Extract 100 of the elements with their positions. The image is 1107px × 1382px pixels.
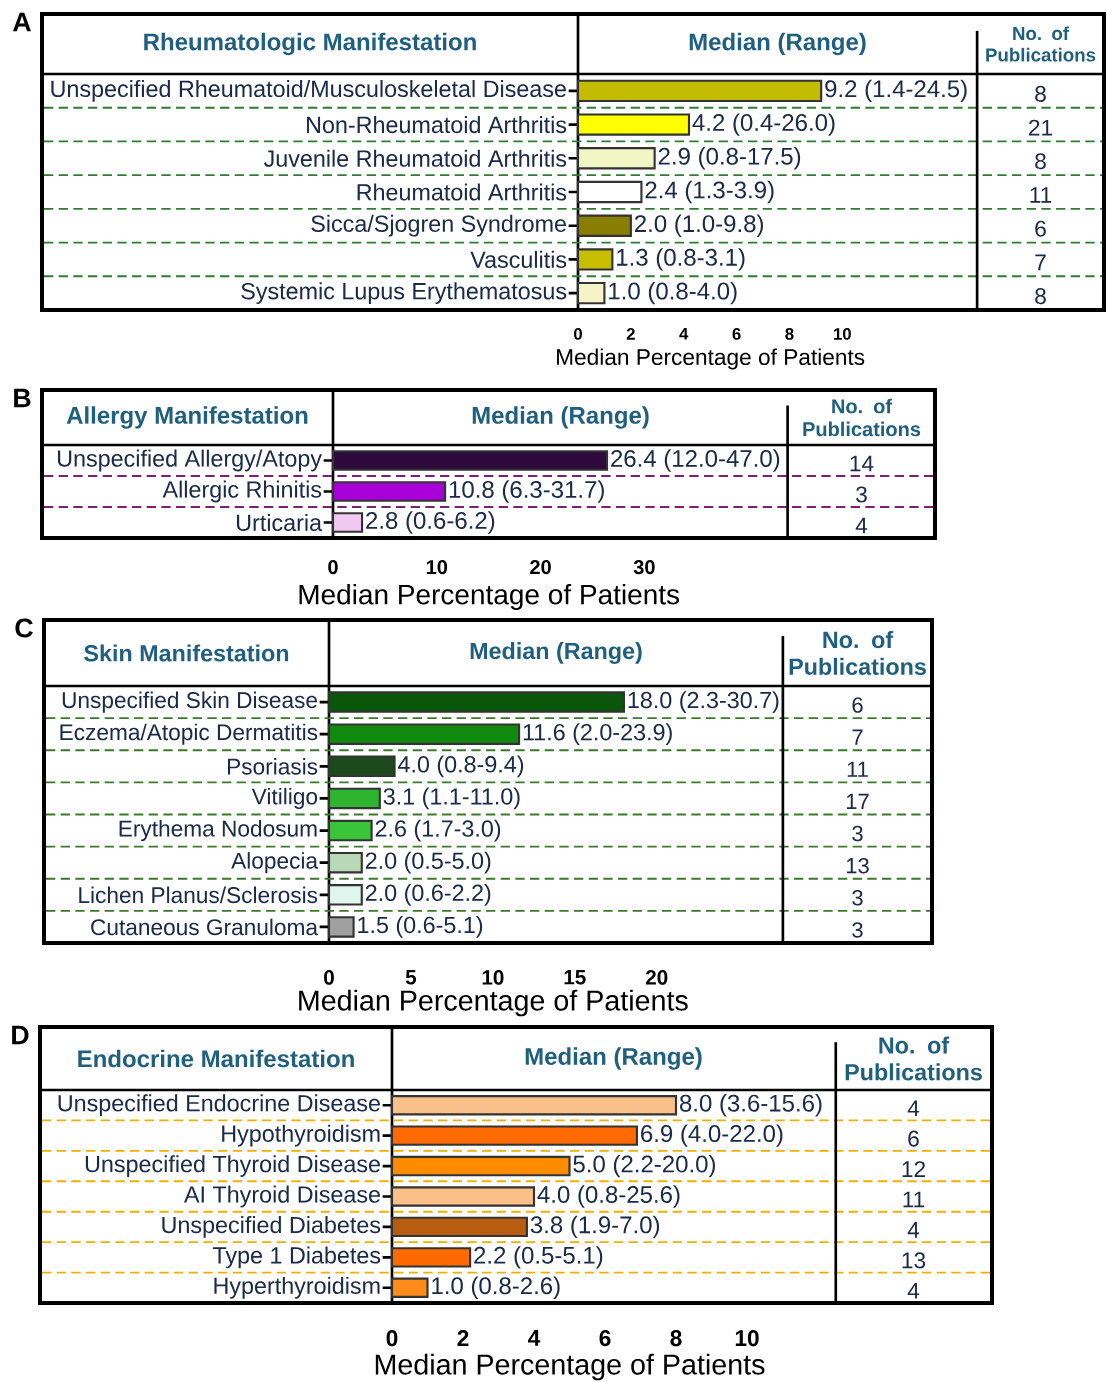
annotation: 11 <box>847 761 868 777</box>
chart-title: Median (Range) <box>472 406 649 429</box>
y-axis-title: Endocrine Manifestation <box>78 1049 354 1068</box>
data-label: 5.0 (2.2-20.0) <box>573 1154 715 1178</box>
bar <box>390 1095 678 1116</box>
data-label: 9.2 (1.4-24.5) <box>825 79 967 103</box>
annotation: 4 <box>907 1100 920 1116</box>
data-label: 2.8 (0.6-6.2) <box>366 511 495 534</box>
x-tick-label: 10 <box>834 328 851 340</box>
data-label: 8.0 (3.6-15.6) <box>679 1094 822 1117</box>
bar <box>327 851 363 874</box>
bar <box>331 481 447 502</box>
y-tick-label: Unspecified Rheumatoid/Musculoskeletal Disease <box>51 79 566 102</box>
y-tick-label: Cutaneous Granuloma <box>91 918 319 936</box>
annotation: 6 <box>1035 220 1046 237</box>
bar <box>390 1186 536 1207</box>
x-tick-label: 0 <box>328 560 338 575</box>
data-label: 2.4 (1.3-3.9) <box>645 180 774 204</box>
x-tick-label: 10 <box>735 1330 759 1347</box>
annotation: 7 <box>852 729 863 745</box>
chart-title: Median (Range) <box>689 32 866 56</box>
annotation: 8 <box>1035 288 1046 305</box>
bar <box>327 819 373 842</box>
y-tick-label: Hyperthyroidism <box>214 1276 380 1299</box>
x-tick-label: 5 <box>405 970 417 985</box>
bar <box>390 1216 528 1238</box>
x-tick-label: 30 <box>633 560 655 575</box>
x-tick-label: 2 <box>457 1330 469 1346</box>
x-tick-label: 4 <box>679 328 689 340</box>
bar <box>331 450 609 471</box>
bar <box>327 916 355 938</box>
bar <box>576 79 823 103</box>
y-axis-title: Skin Manifestation <box>84 644 289 662</box>
text: No. of Publications <box>789 631 926 675</box>
bar <box>390 1247 472 1268</box>
annotation: 3 <box>856 486 867 503</box>
bar <box>576 281 606 305</box>
y-tick-label: Type 1 Diabetes <box>212 1246 381 1269</box>
y-tick-label: Non-Rheumatoid Arthritis <box>307 115 567 134</box>
y-tick-label: Vasculitis <box>470 250 567 268</box>
annotation: 4 <box>907 1282 920 1299</box>
data-label: 4.0 (0.8-9.4) <box>398 755 524 778</box>
annotation: 11 <box>1030 187 1052 203</box>
x-tick-label: 20 <box>645 970 668 985</box>
y-tick-label: Psoriasis <box>227 758 318 775</box>
data-label: 4.2 (0.4-26.0) <box>692 113 835 136</box>
data-label: 10.8 (6.3-31.7) <box>449 480 604 503</box>
y-tick-label: Unspecified Allergy/Atopy <box>57 449 322 472</box>
y-tick-label: Allergic Rhinitis <box>162 480 322 503</box>
annotation: 8 <box>1035 85 1046 102</box>
x-tick-label: 2 <box>626 328 635 340</box>
chart-title: Median (Range) <box>525 1047 702 1070</box>
annotation: 6 <box>852 697 863 713</box>
x-axis-title: Median Percentage of Patients <box>557 348 865 370</box>
data-label: 2.0 (0.5-5.0) <box>365 851 491 874</box>
annotation: 7 <box>1035 254 1046 271</box>
bar <box>327 691 626 713</box>
x-tick-label: 0 <box>324 970 334 985</box>
data-label: 1.0 (0.8-4.0) <box>609 281 737 305</box>
y-tick-label: Urticaria <box>237 513 323 532</box>
data-label: 3.1 (1.1-11.0) <box>383 787 520 810</box>
annotation: 3 <box>852 890 863 906</box>
x-tick-label: 0 <box>386 1330 398 1347</box>
annotation: 13 <box>902 1252 926 1269</box>
y-tick-label: Systemic Lupus Erythematosus <box>241 282 567 305</box>
x-tick-label: 10 <box>482 970 504 985</box>
text: B <box>14 388 31 408</box>
x-tick-label: 20 <box>530 560 551 575</box>
x-axis-title: Median Percentage of Patients <box>375 1353 765 1381</box>
data-label: 2.9 (0.8-17.5) <box>658 147 801 170</box>
data-label: 2.2 (0.5-5.1) <box>474 1246 603 1269</box>
bar <box>576 180 643 204</box>
x-axis-title: Median Percentage of Patients <box>299 583 680 611</box>
bar <box>327 787 381 810</box>
bar <box>327 723 521 745</box>
data-label: 1.0 (0.8-2.6) <box>432 1276 560 1299</box>
bar <box>390 1125 639 1146</box>
data-label: 3.8 (1.9-7.0) <box>530 1215 660 1239</box>
y-tick-label: Unspecified Thyroid Disease <box>85 1155 380 1177</box>
text: No. of Publications <box>803 398 921 437</box>
data-label: 2.6 (1.7-3.0) <box>375 819 501 842</box>
annotation: 3 <box>852 825 863 842</box>
bar <box>331 512 364 533</box>
data-label: 6.9 (4.0-22.0) <box>641 1124 783 1147</box>
data-label: 1.5 (0.6-5.1) <box>358 916 483 938</box>
y-tick-label: Rheumatoid Arthritis <box>357 183 567 201</box>
annotation: 17 <box>846 793 869 809</box>
bar <box>327 884 363 906</box>
text: No. of Publications <box>845 1036 982 1081</box>
annotation: 21 <box>1029 119 1052 136</box>
bar <box>390 1155 571 1177</box>
x-tick-label: 15 <box>564 970 586 985</box>
data-label: 1.3 (0.8-3.1) <box>617 248 745 271</box>
data-label: 2.0 (0.6-2.2) <box>365 883 491 906</box>
y-tick-label: Erythema Nodosum <box>119 820 317 842</box>
y-axis-title: Allergy Manifestation <box>66 406 308 429</box>
annotation: 11 <box>903 1191 925 1208</box>
bar <box>576 214 632 237</box>
text: A <box>13 12 31 32</box>
x-tick-label: 8 <box>670 1330 682 1347</box>
